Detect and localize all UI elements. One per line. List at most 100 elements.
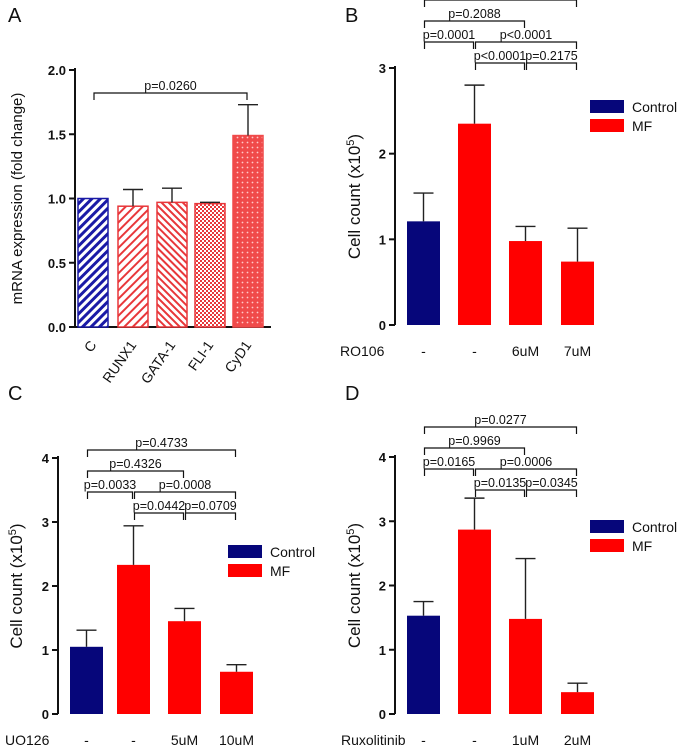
x-category-label: 1uM — [512, 732, 539, 746]
bar-3 — [168, 621, 201, 714]
significance-bracket — [133, 512, 185, 520]
p-value-label: p=0.4326 — [109, 457, 162, 471]
p-value-label: p=0.0260 — [144, 79, 197, 93]
y-tick-label: 3 — [379, 514, 386, 529]
p-value-label: p=0.2088 — [448, 7, 501, 21]
significance-bracket — [423, 20, 526, 28]
legend-label: MF — [270, 563, 290, 579]
p-value-label: p=0.0033 — [84, 478, 137, 492]
significance-bracket — [474, 41, 578, 49]
bar-3 — [509, 241, 542, 325]
y-tick-label: 1 — [42, 643, 49, 658]
bar-2 — [458, 123, 491, 325]
y-tick-label: 4 — [42, 451, 50, 466]
significance-bracket — [133, 491, 237, 499]
significance-bracket — [423, 0, 578, 7]
p-value-label: p=0.0165 — [423, 455, 476, 469]
x-category-label: 5uM — [171, 732, 198, 746]
p-value-label: p=0.9969 — [448, 434, 501, 448]
y-tick-label: 2 — [379, 147, 386, 162]
y-tick-label: 2.0 — [48, 63, 66, 78]
p-value-label: p=0.0277 — [474, 413, 527, 427]
significance-bracket — [423, 41, 475, 49]
x-category-label: C — [81, 338, 100, 355]
legend-label: MF — [632, 118, 652, 134]
panel-letter: B — [345, 5, 358, 27]
legend-swatch — [228, 545, 262, 558]
bar-2 — [117, 205, 149, 328]
legend-swatch — [228, 564, 262, 577]
panel-letter: C — [8, 383, 22, 405]
panel-letter: A — [8, 5, 22, 27]
y-tick-label: 1 — [379, 643, 386, 658]
y-axis-label: Cell count (x105) — [7, 523, 26, 648]
legend-swatch — [590, 119, 624, 132]
x-category-label: - — [421, 343, 426, 359]
p-value-label: p=0.2175 — [525, 49, 578, 63]
treatment-label: Ruxolitinib — [341, 732, 406, 746]
p-value-label: p=0.0006 — [500, 455, 553, 469]
x-category-label: - — [131, 732, 136, 746]
x-category-label: RUNX1 — [99, 337, 139, 385]
x-category-label: - — [472, 343, 477, 359]
p-value-label: p=0.0001 — [423, 28, 476, 42]
bar-4 — [194, 202, 226, 328]
p-value-label: p=0.0008 — [159, 478, 212, 492]
y-tick-label: 1.5 — [48, 127, 66, 142]
y-tick-label: 1.0 — [48, 192, 66, 207]
bar-4 — [220, 671, 253, 714]
significance-bracket — [474, 468, 578, 476]
bar-4 — [561, 692, 594, 714]
y-tick-label: 2 — [42, 579, 49, 594]
bar-5 — [232, 134, 264, 328]
significance-bracket — [93, 92, 248, 100]
y-tick-label: 0 — [42, 707, 49, 722]
p-value-label: p<0.0001 — [500, 28, 553, 42]
x-category-label: GATA-1 — [138, 337, 179, 386]
x-category-label: 7uM — [564, 343, 591, 359]
legend-swatch — [590, 539, 624, 552]
panel-d: D 0 1 2 3 4 Cell count (x105) - - 1uM 2uM Ruxolitin… — [341, 383, 677, 746]
x-category-label: 2uM — [564, 732, 591, 746]
significance-bracket — [423, 447, 526, 455]
x-category-label: 10uM — [219, 732, 254, 746]
bar-1 — [70, 646, 103, 714]
treatment-label: RO106 — [340, 343, 385, 359]
x-category-label: FLI-1 — [185, 337, 217, 373]
y-axis-label: Cell count (x105) — [345, 134, 364, 259]
legend-label: MF — [632, 538, 652, 554]
panel-c: C 0 1 2 3 4 Cell count (x105) - - 5uM 10uM UO126 p=0… — [5, 383, 315, 746]
bar-2 — [458, 529, 491, 714]
significance-bracket — [423, 468, 475, 476]
bar-1 — [407, 221, 440, 325]
y-tick-label: 0.0 — [48, 320, 66, 335]
p-value-label: p=0.0345 — [525, 476, 578, 490]
significance-bracket — [86, 449, 237, 457]
y-axis-label: Cell count (x105) — [345, 523, 364, 648]
panel-letter: D — [345, 383, 359, 405]
bar-3 — [156, 201, 188, 328]
significance-bracket — [184, 512, 237, 520]
treatment-label: UO126 — [5, 732, 50, 746]
x-category-label: - — [421, 732, 426, 746]
significance-bracket — [423, 426, 578, 434]
p-value-label: p=0.4733 — [135, 436, 188, 450]
p-value-label: p=0.0442 — [133, 499, 186, 513]
significance-bracket — [525, 489, 578, 497]
p-value-label: p=0.0135 — [474, 476, 527, 490]
x-category-label: CyD1 — [221, 337, 254, 375]
y-tick-label: 3 — [42, 515, 49, 530]
significance-bracket — [525, 62, 578, 70]
y-tick-label: 3 — [379, 61, 386, 76]
x-category-label: 6uM — [512, 343, 539, 359]
bar-1 — [77, 197, 109, 328]
bar-3 — [509, 618, 542, 714]
panel-b: B 0 1 2 3 Cell count (x105) - - 6uM 7uM RO106 p=0.0… — [340, 0, 677, 359]
panel-a: A 0.0 0.5 1.0 1.5 2.0 mRNA expression (fold ch… — [8, 5, 271, 386]
bar-2 — [117, 564, 150, 714]
legend-swatch — [590, 520, 624, 533]
significance-bracket — [86, 470, 185, 478]
y-tick-label: 4 — [379, 450, 387, 465]
legend-swatch — [590, 100, 624, 113]
